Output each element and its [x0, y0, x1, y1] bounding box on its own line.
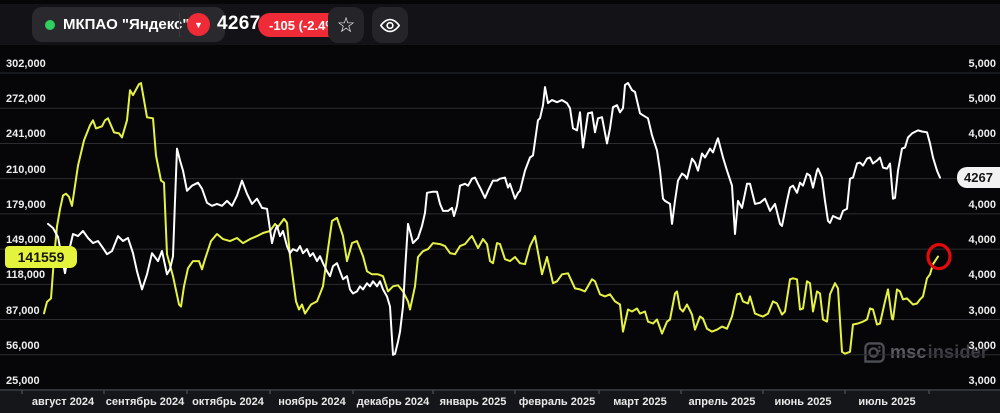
left-axis-label: 272,000: [6, 93, 46, 106]
left-axis-label: 149,000: [6, 234, 46, 247]
last-price: 4267: [217, 13, 261, 34]
right-axis-label: 3,000: [968, 304, 996, 317]
eye-icon: [379, 18, 401, 32]
left-axis-label: 179,000: [6, 198, 46, 211]
left-axis-label: 25,000: [6, 375, 40, 387]
month-label: март 2025: [613, 396, 667, 408]
month-label: октябрь 2024: [192, 396, 264, 408]
right-axis-label: 3,000: [968, 339, 996, 352]
left-axis-label: 241,000: [6, 128, 46, 141]
right-axis-label: 4,000: [968, 234, 996, 247]
month-label: апрель 2025: [688, 396, 756, 408]
white-line: [47, 82, 941, 356]
left-axis-label: 87,000: [6, 304, 40, 317]
current-price-badge: 4267: [957, 167, 1000, 189]
month-label: декабрь 2024: [356, 396, 430, 408]
month-label: февраль 2025: [518, 396, 596, 408]
instrument-status-dot: [45, 19, 55, 30]
favorite-button[interactable]: ☆: [328, 7, 364, 43]
watermark-bold-text: msc: [890, 342, 927, 362]
mscinsider-logo-icon: [864, 342, 885, 363]
left-axis-label: 302,000: [6, 58, 46, 70]
yellow-line: [43, 82, 939, 355]
star-icon: ☆: [336, 13, 356, 37]
month-label: сентябрь 2024: [105, 396, 185, 408]
x-axis-strip: [0, 391, 1000, 413]
watermark-light-text: insider: [927, 342, 989, 362]
right-axis-label: 4,000: [968, 269, 996, 282]
right-axis-label: 3,000: [968, 375, 996, 387]
header-divider: [179, 13, 180, 37]
price-down-icon: ▼: [187, 13, 210, 36]
month-label: август 2024: [31, 396, 95, 408]
right-axis-label: 5,000: [968, 58, 996, 70]
right-axis-label: 4,000: [968, 198, 996, 211]
ticker-label: МКПАО "Яндекс": [63, 16, 190, 33]
month-label: ноябрь 2024: [278, 396, 346, 408]
right-axis-label: 5,000: [968, 93, 996, 106]
highlight-circle-annotation: [926, 243, 952, 271]
left-axis-label: 118,000: [6, 269, 46, 282]
header-bar: МКПАО "Яндекс" ⌄ ▼ 4267 -105 (-2.4%) ☆: [0, 4, 1000, 45]
yellow-series-value-badge: 141559: [5, 245, 77, 268]
month-label: июль 2025: [858, 396, 916, 408]
month-label: июнь 2025: [774, 396, 832, 408]
left-axis-label: 210,000: [6, 163, 46, 176]
right-axis-label: 4,000: [968, 128, 996, 141]
month-label: январь 2025: [439, 396, 507, 408]
left-axis-label: 56,000: [6, 339, 40, 352]
watch-button[interactable]: [372, 7, 408, 43]
